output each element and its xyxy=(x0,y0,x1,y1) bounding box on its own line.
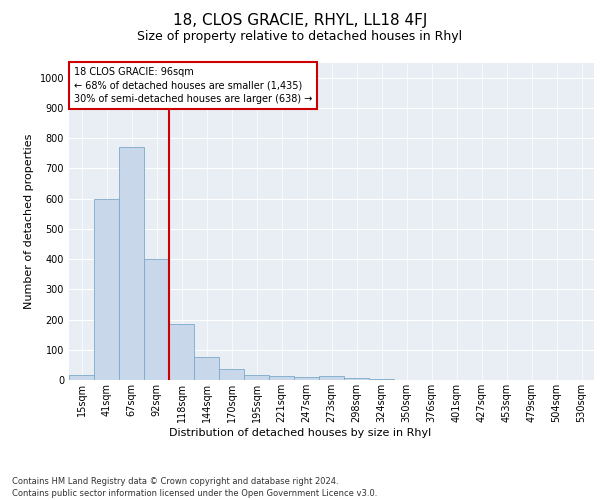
Bar xyxy=(319,376,344,380)
Bar xyxy=(344,378,369,380)
Bar xyxy=(194,358,219,380)
Text: Distribution of detached houses by size in Rhyl: Distribution of detached houses by size … xyxy=(169,428,431,438)
Bar xyxy=(269,376,294,380)
Bar xyxy=(144,259,169,380)
Bar xyxy=(169,324,194,380)
Bar xyxy=(369,379,394,380)
Text: Contains HM Land Registry data © Crown copyright and database right 2024.
Contai: Contains HM Land Registry data © Crown c… xyxy=(12,476,377,498)
Text: Size of property relative to detached houses in Rhyl: Size of property relative to detached ho… xyxy=(137,30,463,43)
Bar xyxy=(94,198,119,380)
Bar xyxy=(219,368,244,380)
Bar xyxy=(294,377,319,380)
Bar xyxy=(244,374,269,380)
Text: 18, CLOS GRACIE, RHYL, LL18 4FJ: 18, CLOS GRACIE, RHYL, LL18 4FJ xyxy=(173,12,427,28)
Text: 18 CLOS GRACIE: 96sqm
← 68% of detached houses are smaller (1,435)
30% of semi-d: 18 CLOS GRACIE: 96sqm ← 68% of detached … xyxy=(74,68,313,104)
Bar xyxy=(69,376,94,380)
Y-axis label: Number of detached properties: Number of detached properties xyxy=(24,134,34,309)
Bar xyxy=(119,147,144,380)
